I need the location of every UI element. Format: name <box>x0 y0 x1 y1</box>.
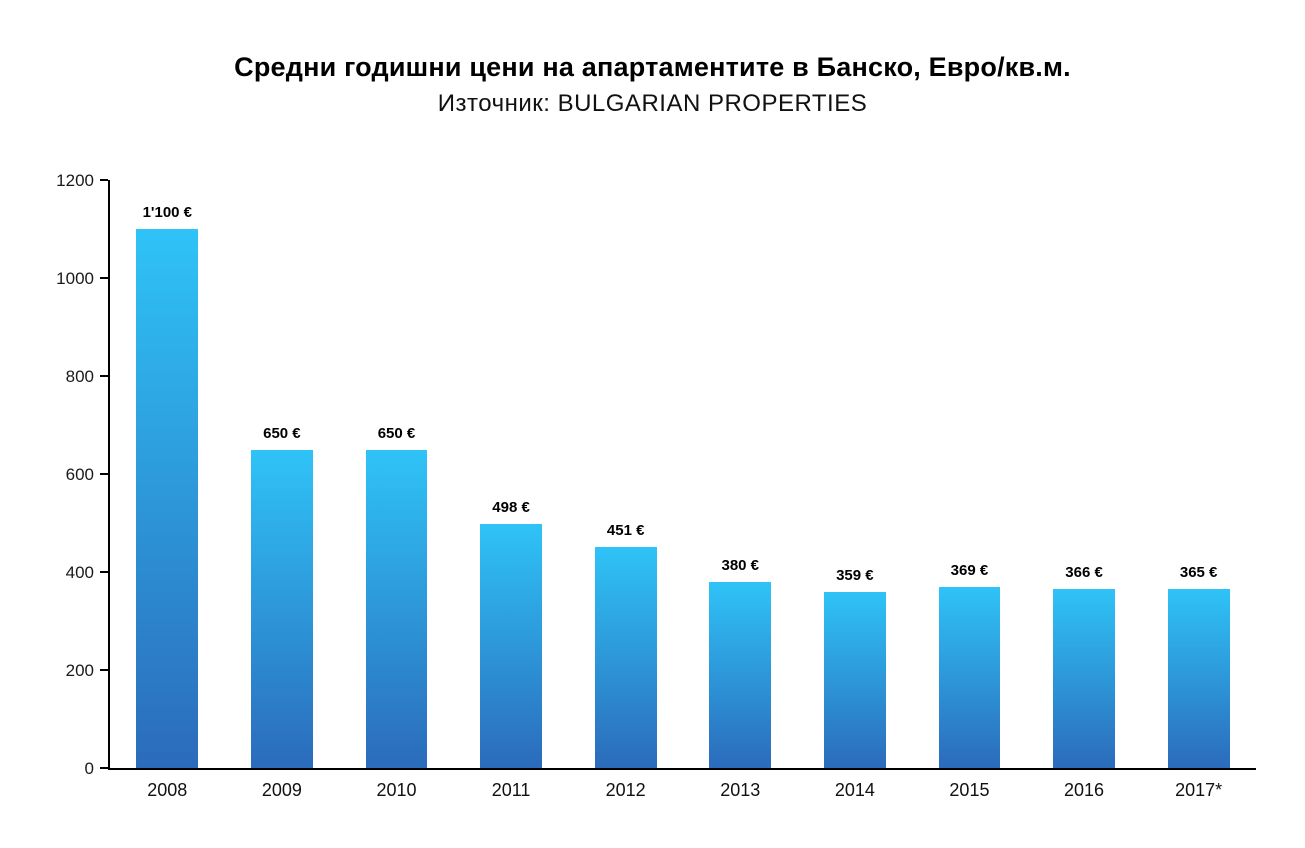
y-axis-tick-mark <box>100 473 108 475</box>
bar <box>365 449 428 768</box>
bar-value-label: 365 € <box>1179 564 1218 582</box>
y-axis-tick-label: 1200 <box>56 170 94 190</box>
bar <box>709 581 772 768</box>
bar <box>938 587 1001 768</box>
y-axis-tick-mark <box>100 669 108 671</box>
y-axis-tick-label: 600 <box>65 464 94 484</box>
chart-title: Средни годишни цени на апартаментите в Б… <box>234 52 1071 82</box>
bar <box>1167 589 1230 768</box>
bar-column: 650 € <box>225 180 340 768</box>
x-axis-label: 2011 <box>491 780 531 800</box>
x-axis-label: 2008 <box>147 780 188 800</box>
bar <box>480 523 543 768</box>
y-axis-tick-label: 800 <box>65 366 94 386</box>
bar-value-label: 380 € <box>721 556 760 574</box>
bar-value-label: 650 € <box>263 424 301 442</box>
bar-column: 359 € <box>798 180 913 768</box>
bar-value-label: 451 € <box>606 522 645 540</box>
bar-value-label: 359 € <box>836 567 874 585</box>
chart-subtitle: Източник: BULGARIAN PROPERTIES <box>437 90 868 117</box>
bar-column: 1'100 € <box>110 180 225 768</box>
plot-area: 0 200 400 600 800 1000 1200 1'100 € 650 € 650 € 4… <box>56 171 1256 800</box>
bar <box>594 547 657 768</box>
bar-column: 369 € <box>912 180 1027 768</box>
x-axis-label: 2016 <box>1064 780 1105 800</box>
y-axis-tick-label: 400 <box>65 562 94 582</box>
y-axis-tick-label: 1000 <box>56 268 94 288</box>
x-axis-label: 2009 <box>261 780 302 800</box>
x-axis-label: 2013 <box>720 780 761 800</box>
bar-value-label: 366 € <box>1065 563 1103 581</box>
y-axis-tick-mark <box>100 179 108 181</box>
x-axis-label: 2010 <box>376 780 417 800</box>
bar-value-label: 650 € <box>377 424 416 442</box>
bar-column: 650 € <box>339 180 454 768</box>
x-axis-label: 2014 <box>834 780 875 800</box>
y-axis-tick-label: 200 <box>65 660 94 680</box>
y-axis-tick-mark <box>100 375 108 377</box>
x-axis-label: 2017* <box>1175 780 1223 800</box>
bar <box>136 229 199 768</box>
bar <box>823 592 886 768</box>
bar-column: 498 € <box>454 180 569 768</box>
y-axis-tick-mark <box>100 571 108 573</box>
bar-columns: 1'100 € 650 € 650 € 498 € 451 € 380 € 359 € 369… <box>110 180 1256 768</box>
bar-column: 451 € <box>568 180 683 768</box>
bar <box>1053 588 1115 768</box>
y-axis-tick-label: 0 <box>84 758 94 778</box>
bar-value-label: 1'100 € <box>142 204 193 221</box>
bar <box>250 449 313 768</box>
y-axis-tick-mark <box>100 277 108 279</box>
x-axis-label: 2012 <box>605 780 646 800</box>
bar-column: 365 € <box>1141 180 1256 768</box>
bar-column: 380 € <box>683 180 798 768</box>
bar-value-label: 369 € <box>950 562 989 580</box>
y-axis-tick-mark <box>100 767 108 769</box>
bar-value-label: 498 € <box>492 498 530 516</box>
x-axis-label: 2015 <box>949 780 990 800</box>
bar-column: 366 € <box>1027 180 1142 768</box>
x-axis-labels: 2008 2009 2010 2011 2012 2013 2014 2015 2016 2017… <box>110 780 1256 801</box>
